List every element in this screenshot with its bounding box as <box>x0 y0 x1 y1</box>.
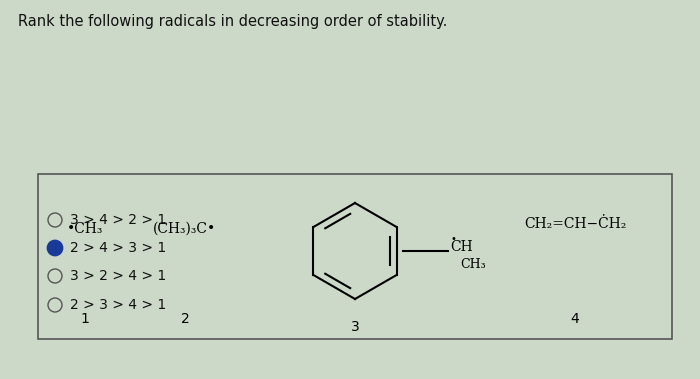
Text: 3: 3 <box>351 320 359 334</box>
Text: 4: 4 <box>570 312 580 326</box>
Text: (CH₃)₃C•: (CH₃)₃C• <box>153 222 216 236</box>
Text: 3 > 4 > 2 > 1: 3 > 4 > 2 > 1 <box>70 213 167 227</box>
Text: •CH₃: •CH₃ <box>66 222 103 236</box>
Text: 2 > 4 > 3 > 1: 2 > 4 > 3 > 1 <box>70 241 167 255</box>
Text: 1: 1 <box>80 312 90 326</box>
Bar <box>38 174 672 339</box>
Text: CH₃: CH₃ <box>460 258 486 271</box>
Text: 3 > 2 > 4 > 1: 3 > 2 > 4 > 1 <box>70 269 167 283</box>
Text: CH: CH <box>450 240 473 254</box>
Circle shape <box>48 241 62 255</box>
Text: 2 > 3 > 4 > 1: 2 > 3 > 4 > 1 <box>70 298 167 312</box>
Text: Rank the following radicals in decreasing order of stability.: Rank the following radicals in decreasin… <box>18 14 447 29</box>
Text: •: • <box>450 234 456 244</box>
Text: 2: 2 <box>181 312 190 326</box>
Text: CH₂=CH−ĊH₂: CH₂=CH−ĊH₂ <box>524 217 626 231</box>
